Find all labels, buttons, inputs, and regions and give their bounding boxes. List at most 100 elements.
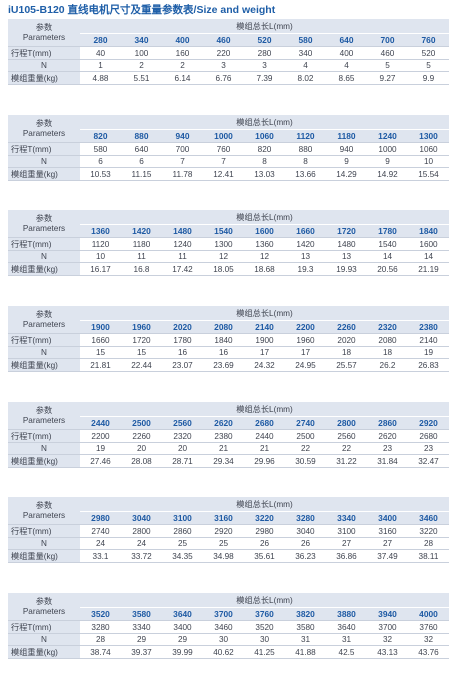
n-value: 18 bbox=[367, 346, 408, 359]
length-value: 3520 bbox=[80, 607, 121, 621]
length-value: 2920 bbox=[408, 416, 449, 430]
parameters-label-cn: 参数 bbox=[35, 22, 53, 32]
n-value: 14 bbox=[408, 250, 449, 263]
stroke-value: 1060 bbox=[408, 142, 449, 156]
length-value: 2980 bbox=[80, 511, 121, 525]
length-value: 3700 bbox=[203, 607, 244, 621]
weight-row-label: 模组重量(kg) bbox=[8, 167, 80, 181]
weight-row-label: 模组重量(kg) bbox=[8, 358, 80, 372]
n-value: 29 bbox=[121, 633, 162, 646]
parameters-label-en: Parameters bbox=[22, 128, 66, 138]
length-value: 2320 bbox=[367, 320, 408, 334]
n-row: N 10 11 11 12 12 13 13 14 14 bbox=[8, 250, 449, 263]
weight-value: 9.27 bbox=[367, 71, 408, 85]
weight-value: 9.9 bbox=[408, 71, 449, 85]
length-value: 700 bbox=[367, 33, 408, 47]
length-value: 3580 bbox=[121, 607, 162, 621]
n-row: N 15 15 16 16 17 17 18 18 19 bbox=[8, 346, 449, 359]
n-value: 16 bbox=[162, 346, 203, 359]
n-value: 9 bbox=[326, 155, 367, 168]
stroke-value: 1660 bbox=[80, 333, 121, 347]
stroke-value: 1360 bbox=[244, 237, 285, 251]
n-value: 30 bbox=[203, 633, 244, 646]
size-weight-table: 参数 Parameters 模组总长L(mm) 280 340 400 460 520 580 6… bbox=[8, 19, 449, 85]
stroke-value: 2920 bbox=[203, 524, 244, 538]
n-value: 15 bbox=[80, 346, 121, 359]
n-value: 5 bbox=[367, 59, 408, 72]
stroke-value: 1000 bbox=[367, 142, 408, 156]
stroke-value: 1480 bbox=[326, 237, 367, 251]
weight-value: 16.17 bbox=[80, 262, 121, 276]
weight-value: 22.44 bbox=[121, 358, 162, 372]
weight-row-label: 模组重量(kg) bbox=[8, 71, 80, 85]
stroke-row-label: 行程T(mm) bbox=[8, 46, 80, 60]
stroke-value: 1540 bbox=[367, 237, 408, 251]
stroke-value: 2560 bbox=[326, 429, 367, 443]
parameters-label-cn: 参数 bbox=[35, 118, 53, 128]
weight-value: 29.96 bbox=[244, 454, 285, 468]
length-value: 520 bbox=[244, 33, 285, 47]
stroke-value: 3580 bbox=[285, 620, 326, 634]
parameters-label-cn: 参数 bbox=[35, 500, 53, 510]
stroke-value: 1300 bbox=[203, 237, 244, 251]
length-value: 3820 bbox=[285, 607, 326, 621]
weight-row: 模组重量(kg) 16.17 16.8 17.42 18.05 18.68 19.3 19.9… bbox=[8, 262, 449, 276]
n-value: 19 bbox=[80, 442, 121, 455]
stroke-row-label: 行程T(mm) bbox=[8, 524, 80, 538]
length-value: 460 bbox=[203, 33, 244, 47]
stroke-row-label: 行程T(mm) bbox=[8, 142, 80, 156]
n-value: 31 bbox=[326, 633, 367, 646]
weight-value: 30.59 bbox=[285, 454, 326, 468]
n-value: 18 bbox=[326, 346, 367, 359]
stroke-row-label: 行程T(mm) bbox=[8, 429, 80, 443]
weight-value: 37.49 bbox=[367, 549, 408, 563]
n-value: 26 bbox=[285, 537, 326, 550]
length-value: 2500 bbox=[121, 416, 162, 430]
stroke-value: 3340 bbox=[121, 620, 162, 634]
weight-value: 12.41 bbox=[203, 167, 244, 181]
parameters-header-cell: 参数 Parameters bbox=[8, 19, 80, 47]
n-row-label: N bbox=[8, 250, 80, 263]
length-value: 1000 bbox=[203, 129, 244, 143]
length-value: 640 bbox=[326, 33, 367, 47]
length-value: 1960 bbox=[121, 320, 162, 334]
n-value: 27 bbox=[326, 537, 367, 550]
weight-value: 6.76 bbox=[203, 71, 244, 85]
length-values-row: 1360 1420 1480 1540 1600 1660 1720 1780 1840 bbox=[8, 224, 449, 238]
stroke-row: 行程T(mm) 2740 2800 2860 2920 2980 3040 3100 3160 3… bbox=[8, 524, 449, 538]
n-value: 7 bbox=[203, 155, 244, 168]
weight-value: 34.35 bbox=[162, 549, 203, 563]
document-title: iU105-B120 直线电机尺寸及重量参数表/Size and weight bbox=[8, 4, 276, 16]
n-value: 8 bbox=[285, 155, 326, 168]
parameters-label-cn: 参数 bbox=[35, 405, 53, 415]
length-value: 1360 bbox=[80, 224, 121, 238]
weight-value: 21.19 bbox=[408, 262, 449, 276]
length-value: 3040 bbox=[121, 511, 162, 525]
weight-value: 35.61 bbox=[244, 549, 285, 563]
weight-row: 模组重量(kg) 27.46 28.08 28.71 29.34 29.96 30.59 31… bbox=[8, 454, 449, 468]
length-values-row: 3520 3580 3640 3700 3760 3820 3880 3940 4000 bbox=[8, 607, 449, 621]
length-values-row: 2980 3040 3100 3160 3220 3280 3340 3400 3460 bbox=[8, 511, 449, 525]
length-value: 2080 bbox=[203, 320, 244, 334]
n-value: 16 bbox=[203, 346, 244, 359]
n-value: 29 bbox=[162, 633, 203, 646]
weight-row-label: 模组重量(kg) bbox=[8, 549, 80, 563]
size-weight-table: 参数 Parameters 模组总长L(mm) 3520 3580 3640 3700 376… bbox=[8, 593, 449, 659]
weight-value: 5.51 bbox=[121, 71, 162, 85]
n-value: 20 bbox=[121, 442, 162, 455]
weight-value: 43.76 bbox=[408, 645, 449, 659]
stroke-value: 2440 bbox=[244, 429, 285, 443]
length-value: 1420 bbox=[121, 224, 162, 238]
length-value: 3160 bbox=[203, 511, 244, 525]
n-value: 7 bbox=[162, 155, 203, 168]
total-length-header: 模组总长L(mm) bbox=[80, 115, 449, 130]
length-value: 2620 bbox=[203, 416, 244, 430]
length-value: 880 bbox=[121, 129, 162, 143]
weight-row: 模组重量(kg) 21.81 22.44 23.07 23.69 24.32 24.95 25… bbox=[8, 358, 449, 372]
n-value: 2 bbox=[121, 59, 162, 72]
n-value: 32 bbox=[367, 633, 408, 646]
parameters-header-cell: 参数 Parameters bbox=[8, 210, 80, 238]
weight-value: 7.39 bbox=[244, 71, 285, 85]
stroke-value: 2500 bbox=[285, 429, 326, 443]
stroke-row: 行程T(mm) 580 640 700 760 820 880 940 1000 1060 bbox=[8, 142, 449, 156]
